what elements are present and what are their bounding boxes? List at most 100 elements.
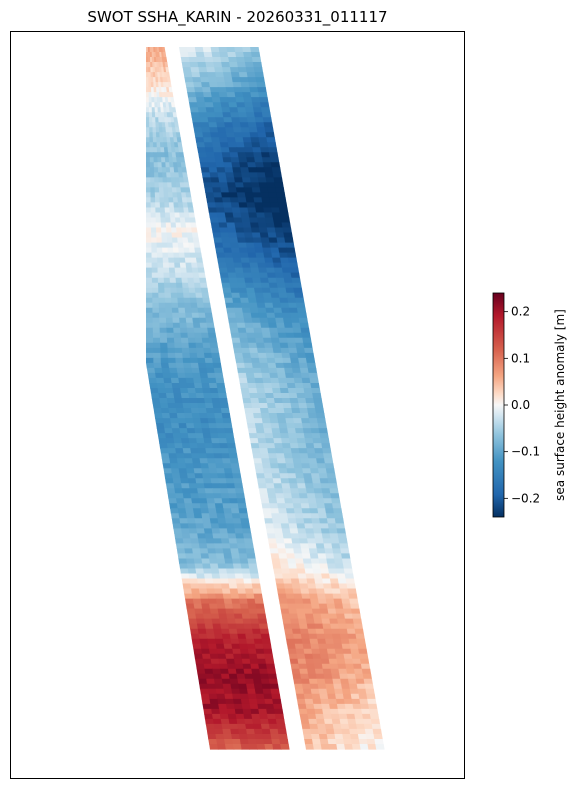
swath-cell bbox=[298, 403, 308, 409]
swath-cell bbox=[200, 167, 211, 173]
swath-cell bbox=[179, 257, 187, 264]
swath-cell bbox=[206, 322, 215, 329]
swath-cell bbox=[226, 132, 236, 138]
swath-cell bbox=[238, 377, 249, 384]
swath-cell bbox=[213, 628, 223, 635]
swath-cell bbox=[167, 448, 177, 454]
swath-cell bbox=[348, 723, 358, 730]
swath-cell bbox=[309, 723, 319, 730]
swath-cell bbox=[259, 448, 269, 454]
swath-cell bbox=[184, 257, 192, 264]
swath-cell bbox=[165, 393, 175, 399]
swath-cell bbox=[232, 257, 243, 264]
swath-cell bbox=[170, 177, 177, 183]
swath-cell bbox=[206, 728, 216, 735]
swath-cell bbox=[287, 558, 297, 565]
swath-cell bbox=[167, 77, 171, 83]
swath-cell bbox=[230, 548, 240, 554]
swath-cell bbox=[170, 172, 176, 178]
swath-cell bbox=[234, 47, 244, 53]
swath-cell bbox=[260, 633, 270, 640]
swath-cell bbox=[254, 423, 265, 429]
swath-cell bbox=[172, 322, 181, 329]
swath-cell bbox=[250, 618, 260, 625]
swath-cell bbox=[243, 142, 253, 148]
swath-cell bbox=[301, 553, 312, 560]
swath-cell bbox=[350, 603, 360, 610]
swath-cell bbox=[232, 122, 242, 128]
swath-cell bbox=[158, 127, 164, 133]
swath-cell bbox=[214, 372, 224, 379]
swath-cell bbox=[206, 498, 216, 504]
swath-cell bbox=[276, 282, 287, 289]
swath-cell bbox=[168, 157, 174, 163]
swath-cell bbox=[279, 603, 289, 610]
swath-cell bbox=[181, 488, 191, 494]
swath-cell bbox=[254, 117, 265, 123]
swath-cell bbox=[292, 498, 302, 504]
swath-cell bbox=[209, 473, 219, 479]
swath-cell bbox=[187, 202, 194, 209]
swath-cell bbox=[187, 207, 195, 214]
swath-cell bbox=[302, 643, 312, 650]
swath-cell bbox=[212, 357, 221, 364]
swath-cell bbox=[262, 202, 272, 209]
swath-cell bbox=[270, 688, 280, 695]
swath-cell bbox=[184, 458, 194, 464]
swath-cell bbox=[288, 393, 299, 399]
swath-cell bbox=[297, 352, 307, 359]
swath-cell bbox=[244, 718, 254, 725]
colorbar-tick-label: 0.1 bbox=[511, 351, 530, 365]
swath-cell bbox=[169, 137, 175, 143]
swath-cell bbox=[174, 172, 180, 178]
swath-cell bbox=[324, 678, 334, 685]
swath-cell bbox=[183, 588, 193, 595]
swath-cell bbox=[245, 372, 256, 379]
swath-cell bbox=[308, 458, 318, 464]
swath-cell bbox=[175, 493, 185, 499]
swath-cell bbox=[262, 117, 273, 123]
swath-cell bbox=[183, 247, 191, 254]
swath-cell bbox=[166, 438, 175, 444]
swath-cell bbox=[173, 252, 180, 259]
swath-cell bbox=[154, 367, 164, 374]
swath-cell bbox=[146, 177, 151, 183]
swath-cell bbox=[293, 593, 303, 600]
swath-cell bbox=[206, 197, 216, 203]
swath-cell bbox=[299, 583, 309, 590]
swath-cell bbox=[330, 493, 340, 499]
swath-cell bbox=[195, 658, 205, 665]
swath-cell bbox=[243, 52, 253, 58]
swath-cell bbox=[267, 317, 277, 324]
swath-cell bbox=[286, 383, 297, 389]
swath-cell bbox=[284, 458, 295, 464]
swath-cell bbox=[240, 563, 250, 570]
swath-cell bbox=[297, 658, 307, 665]
swath-cell bbox=[243, 578, 253, 585]
swath-cell bbox=[233, 653, 243, 660]
swath-cell bbox=[219, 272, 230, 279]
swath-cell bbox=[291, 277, 301, 284]
swath-cell bbox=[303, 603, 313, 610]
swath-cell bbox=[205, 152, 216, 158]
swath-cell bbox=[253, 372, 263, 379]
swath-cell bbox=[272, 257, 282, 264]
swath-cell bbox=[160, 222, 167, 229]
swath-cell bbox=[232, 744, 243, 750]
swath-cell bbox=[271, 383, 281, 389]
swath-cell bbox=[213, 538, 223, 544]
swath-cell bbox=[180, 267, 188, 274]
swath-cell bbox=[235, 272, 245, 279]
swath-cell bbox=[150, 217, 157, 224]
swath-cell bbox=[191, 638, 201, 645]
swath-cell bbox=[235, 357, 245, 364]
swath-cell bbox=[232, 603, 242, 610]
swath-cell bbox=[318, 558, 328, 565]
swath-cell bbox=[214, 157, 225, 163]
swath-cell bbox=[208, 167, 218, 173]
swath-cell bbox=[213, 62, 223, 68]
swath-cell bbox=[157, 107, 162, 113]
swath-cell bbox=[245, 588, 255, 595]
swath-cell bbox=[177, 167, 183, 173]
swath-cell bbox=[196, 347, 205, 354]
